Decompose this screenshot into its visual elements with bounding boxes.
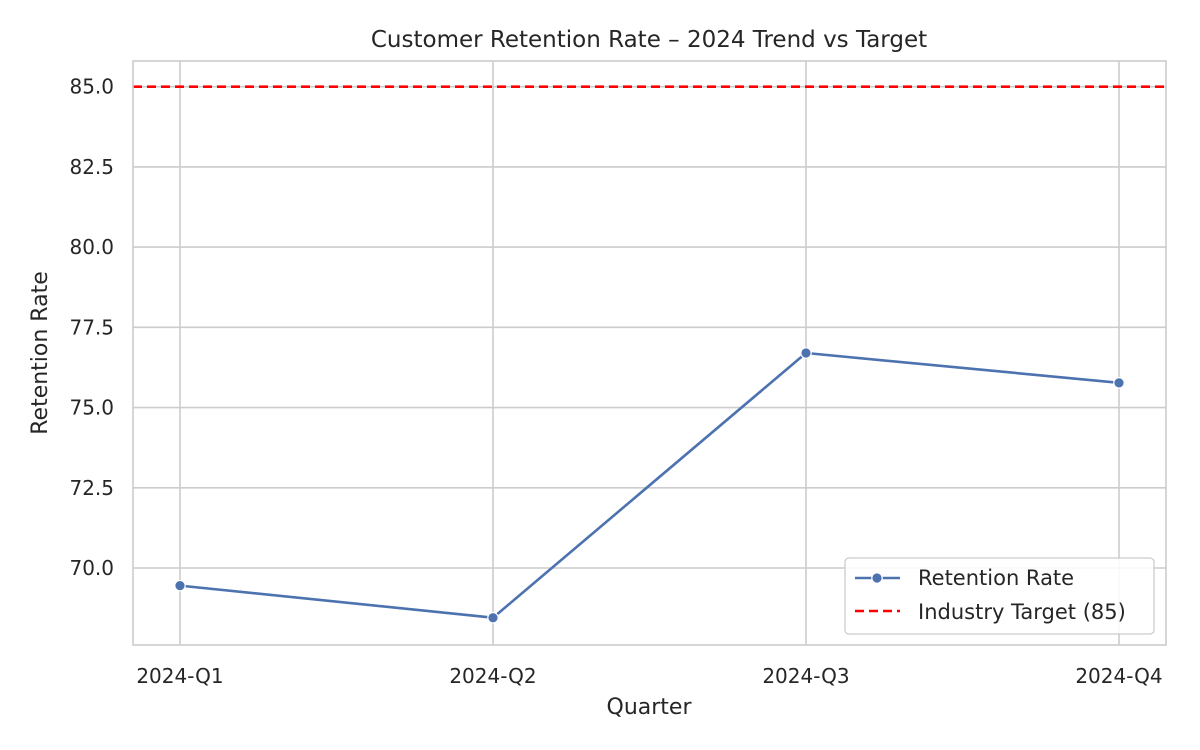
y-tick-label: 70.0 xyxy=(69,556,114,580)
y-tick-label: 72.5 xyxy=(69,476,114,500)
y-axis-label: Retention Rate xyxy=(28,271,53,435)
legend-box xyxy=(844,557,1155,635)
x-tick-labels: 2024-Q1 2024-Q2 2024-Q3 2024-Q4 xyxy=(136,664,1162,688)
chart-title: Customer Retention Rate – 2024 Trend vs … xyxy=(371,27,927,53)
plot-frame xyxy=(132,60,1167,646)
retention-point xyxy=(1113,377,1125,389)
retention-point xyxy=(487,611,499,624)
y-tick-label: 85.0 xyxy=(69,75,114,99)
legend: Retention Rate Industry Target (85) xyxy=(844,557,1155,635)
retention-point xyxy=(800,347,812,359)
series-lines xyxy=(179,351,1120,620)
series-points xyxy=(174,347,1125,624)
y-tick-labels: 70.0 72.5 75.0 77.5 80.0 82.5 85.0 xyxy=(69,75,114,580)
x-tick-label: 2024-Q4 xyxy=(1075,664,1162,688)
y-tick-label: 80.0 xyxy=(69,235,114,259)
legend-label-retention: Retention Rate xyxy=(918,566,1074,590)
y-tick-label: 77.5 xyxy=(69,315,114,339)
x-tick-label: 2024-Q3 xyxy=(762,664,849,688)
retention-point xyxy=(174,579,186,592)
y-tick-label: 82.5 xyxy=(69,155,114,179)
y-tick-label: 75.0 xyxy=(69,396,114,420)
x-axis-label: Quarter xyxy=(607,695,693,720)
x-tick-label: 2024-Q2 xyxy=(449,664,536,688)
retention-line xyxy=(179,351,1120,620)
legend-marker-retention xyxy=(871,572,883,584)
legend-label-target: Industry Target (85) xyxy=(918,600,1126,624)
x-tick-label: 2024-Q1 xyxy=(136,664,223,688)
